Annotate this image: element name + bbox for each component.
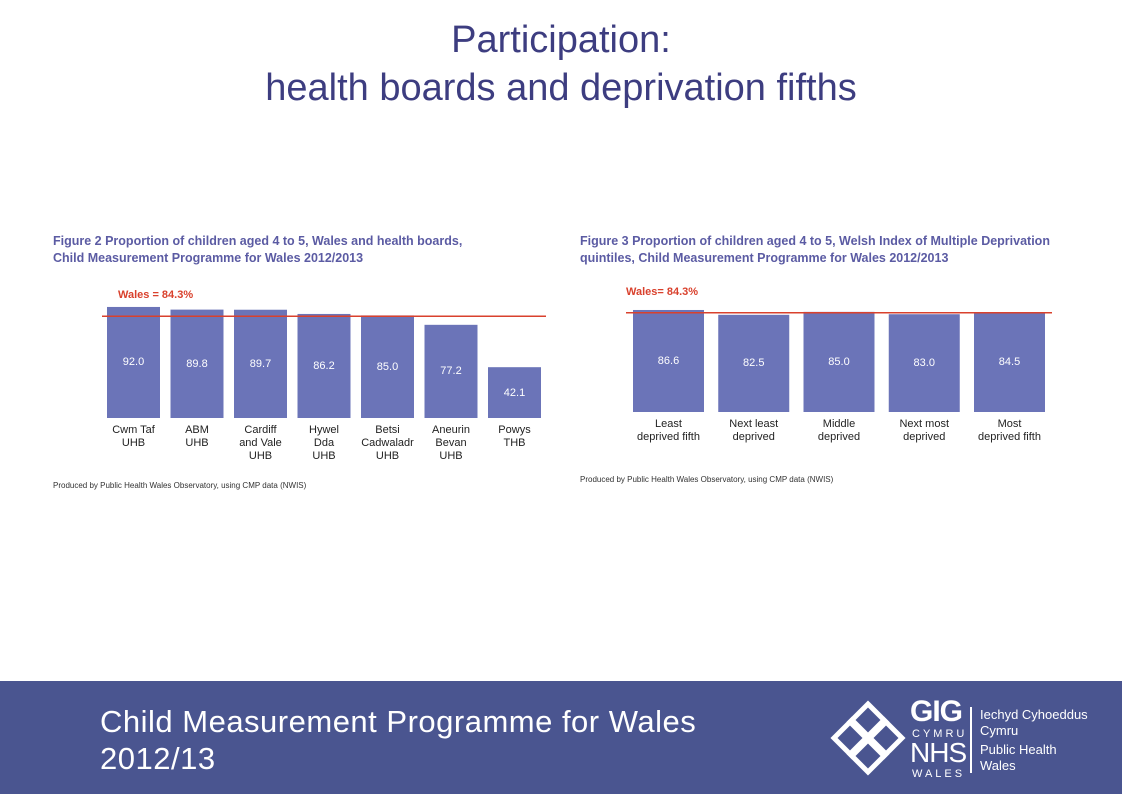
bar	[488, 367, 541, 418]
logo-divider	[970, 707, 972, 773]
x-tick-label: ABM UHB	[185, 424, 209, 449]
value-label: 83.0	[913, 357, 935, 370]
bar	[424, 324, 478, 418]
value-label: 82.5	[743, 357, 765, 370]
logo-gig: GIG	[910, 695, 963, 728]
x-tick-label: Cardiff and Vale UHB	[239, 424, 282, 462]
value-label: 86.6	[657, 354, 680, 367]
source-note: Produced by Public Health Wales Observat…	[53, 481, 307, 490]
x-tick-label: Middle deprived	[817, 418, 861, 443]
bar	[234, 309, 287, 418]
value-label: 85.0	[828, 355, 850, 368]
x-tick-label: Aneurin Bevan UHB	[432, 424, 470, 462]
bar	[974, 312, 1045, 412]
bar	[803, 311, 875, 412]
value-label: 42.1	[503, 386, 526, 399]
reference-label: Wales = 84.3%	[118, 289, 194, 301]
value-label: 85.0	[376, 360, 399, 373]
value-label: 84.5	[998, 356, 1021, 369]
x-tick-label: Betsi Cadwaladr UHB	[361, 424, 414, 462]
bar	[107, 306, 160, 418]
bar	[633, 309, 704, 412]
bar	[361, 315, 414, 418]
bar	[718, 314, 790, 412]
value-label: 89.7	[249, 357, 272, 370]
footer-text: Child Measurement Programme for Wales 20…	[100, 704, 697, 776]
logo-wales: WALES	[912, 768, 966, 780]
bar	[297, 313, 351, 418]
logo-emblem	[830, 700, 906, 776]
bar	[170, 309, 224, 418]
value-label: 92.0	[122, 356, 145, 369]
chart-title: Figure 3 Proportion of children aged 4 t…	[580, 234, 1050, 265]
bar	[888, 314, 960, 412]
x-tick-label: Next least deprived	[729, 418, 779, 443]
logo-welsh-name: Iechyd Cyhoeddus Cymru	[980, 707, 1088, 738]
chart-title: Figure 2 Proportion of children aged 4 t…	[53, 234, 463, 265]
charts	[102, 306, 1052, 418]
x-tick-label: Cwm Taf UHB	[112, 424, 155, 449]
value-label: 77.2	[440, 365, 462, 378]
slide-title: Participation: health boards and depriva…	[265, 19, 857, 109]
logo-english-name: Public Health Wales	[980, 742, 1057, 773]
x-tick-label: Most deprived fifth	[978, 418, 1041, 443]
logo-cymru: CYMRU	[912, 728, 968, 740]
footer: Child Measurement Programme for Wales 20…	[0, 681, 1122, 794]
x-tick-label: Least deprived fifth	[637, 418, 700, 443]
source-note: Produced by Public Health Wales Observat…	[580, 475, 834, 484]
reference-label: Wales= 84.3%	[626, 286, 699, 298]
x-tick-label: Hywel Dda UHB	[309, 424, 339, 462]
value-label: 86.2	[313, 359, 335, 372]
value-label: 89.8	[186, 357, 208, 370]
x-tick-label: Next most deprived	[899, 418, 949, 443]
logo-nhs: NHS	[910, 737, 967, 768]
x-tick-label: Powys THB	[498, 424, 531, 449]
